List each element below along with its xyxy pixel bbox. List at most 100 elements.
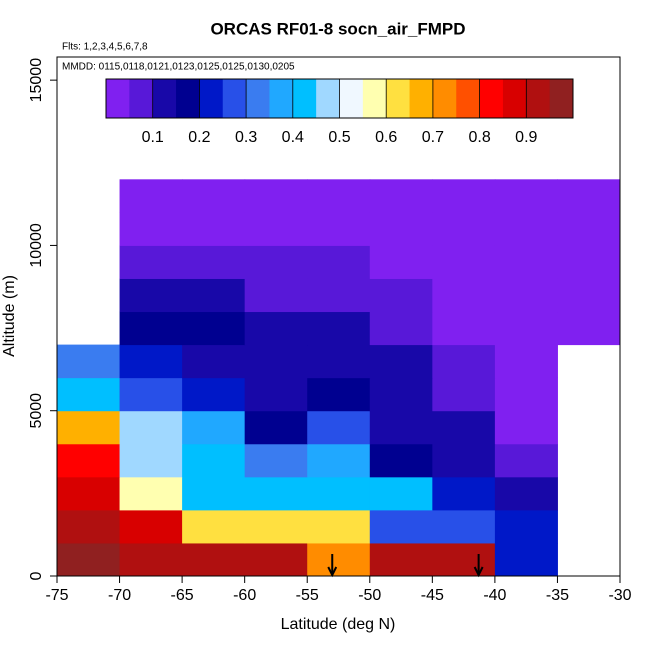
heat-cell (432, 311, 496, 346)
heat-cell (182, 476, 246, 511)
heat-cell (182, 344, 246, 379)
heat-cell (307, 344, 371, 379)
colorbar-swatch (362, 79, 387, 118)
heat-cell (369, 245, 433, 279)
y-tick-label: 0 (28, 571, 45, 580)
heat-cell (244, 278, 308, 313)
x-tick-label: -40 (483, 587, 506, 604)
heat-cell (369, 278, 433, 313)
colorbar-swatch (176, 79, 200, 118)
heat-cell (557, 212, 621, 246)
heat-cell (119, 179, 183, 213)
heat-cell (494, 542, 558, 577)
heat-cell (244, 476, 308, 511)
heat-cell (244, 344, 308, 379)
heat-cell (119, 212, 183, 246)
colorbar-tick-label: 0.3 (235, 129, 257, 146)
heat-cell (307, 278, 371, 313)
heat-cell (244, 377, 308, 412)
colorbar-swatch (199, 79, 224, 118)
colorbar-swatch (129, 79, 154, 118)
heat-cell (307, 476, 371, 511)
heat-cell (369, 509, 433, 544)
x-tick-label: -35 (546, 587, 569, 604)
colorbar-swatch (152, 79, 177, 118)
heat-cell (182, 311, 246, 346)
heat-cell (119, 476, 183, 511)
heat-cell (119, 278, 183, 313)
heat-cell (244, 179, 308, 213)
heat-cell (244, 443, 308, 478)
colorbar-tick-label: 0.2 (188, 129, 210, 146)
heat-cell (244, 542, 308, 577)
heat-cell (57, 443, 121, 478)
colorbar-swatch (479, 79, 504, 118)
heat-cell (494, 509, 558, 544)
colorbar-swatch (432, 79, 457, 118)
heat-cell (369, 344, 433, 379)
heat-cell (557, 179, 621, 213)
heat-cell (369, 476, 433, 511)
heat-cell (119, 344, 183, 379)
heat-cell (244, 245, 308, 279)
heat-cell (119, 443, 183, 478)
heat-cell (557, 311, 621, 346)
heat-cell (432, 542, 496, 577)
colorbar-swatch (316, 79, 340, 118)
heat-cell (369, 410, 433, 445)
heat-cell (432, 377, 496, 412)
y-tick-label: 15000 (28, 58, 45, 103)
colorbar-tick-label: 0.7 (422, 129, 444, 146)
heat-cell (432, 509, 496, 544)
colorbar-swatch (106, 79, 130, 118)
heat-cell (369, 443, 433, 478)
x-tick-label: -45 (421, 587, 444, 604)
heat-cell (244, 311, 308, 346)
heat-cell (557, 245, 621, 279)
subtitle: Flts: 1,2,3,4,5,6,7,8 (62, 42, 148, 53)
heat-cell (307, 542, 371, 577)
colorbar-swatch (292, 79, 317, 118)
heat-cell (119, 542, 183, 577)
heat-cell (182, 509, 246, 544)
heat-cell (432, 245, 496, 279)
heat-cell (182, 377, 246, 412)
plot-frame (56, 56, 621, 577)
heat-cell (432, 212, 496, 246)
colorbar-tick-label: 0.6 (375, 129, 397, 146)
heat-cell (494, 377, 558, 412)
heat-cell (494, 344, 558, 379)
colorbar-swatch (526, 79, 551, 118)
heat-cell (307, 443, 371, 478)
heat-cell (182, 212, 246, 246)
heat-cell (494, 443, 558, 478)
heat-cell (494, 410, 558, 445)
heat-cell (119, 377, 183, 412)
heat-cell (369, 542, 433, 577)
x-tick-label: -75 (45, 587, 68, 604)
heat-cell (57, 509, 121, 544)
heat-cell (369, 212, 433, 246)
colorbar-swatch (222, 79, 247, 118)
heat-cell (119, 509, 183, 544)
heat-cell (307, 245, 371, 279)
heat-cell (57, 476, 121, 511)
heat-cell (182, 410, 246, 445)
heat-cell (494, 179, 558, 213)
heat-cell (244, 410, 308, 445)
heat-cell (557, 278, 621, 313)
chart-title: ORCAS RF01-8 socn_air_FMPD (210, 19, 465, 38)
y-axis-label: Altitude (m) (1, 275, 18, 357)
heat-cell (369, 311, 433, 346)
heat-cell (432, 278, 496, 313)
heat-cell (57, 542, 121, 577)
x-tick-label: -50 (358, 587, 381, 604)
heat-cell (182, 278, 246, 313)
x-tick-label: -55 (296, 587, 319, 604)
annotation: MMDD: 0115,0118,0121,0123,0125,0125,0130… (62, 62, 295, 73)
heat-cell (494, 212, 558, 246)
heat-cell (369, 179, 433, 213)
colorbar-swatch (339, 79, 364, 118)
x-tick-label: -60 (233, 587, 256, 604)
